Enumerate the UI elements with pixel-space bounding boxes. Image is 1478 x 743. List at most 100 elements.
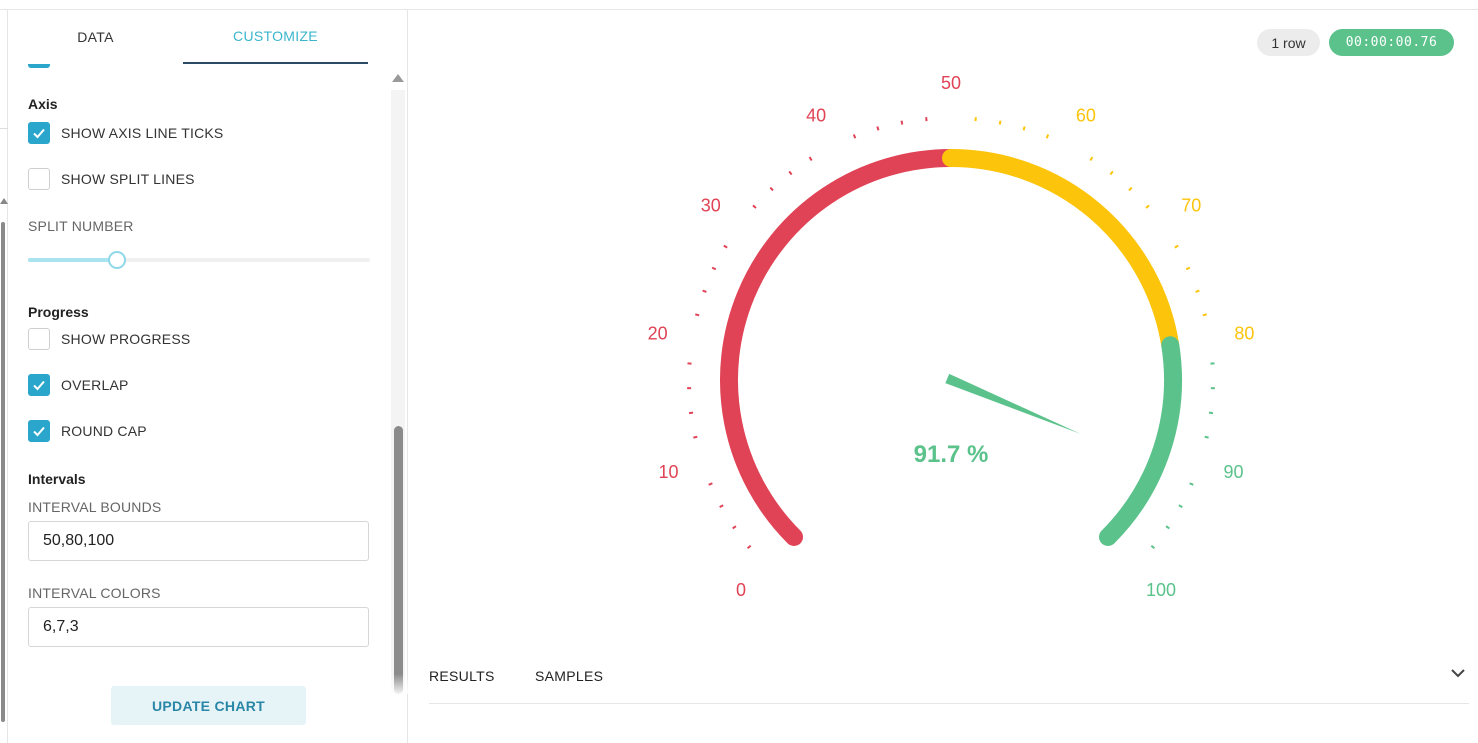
checkmark-icon	[33, 380, 45, 391]
gauge-tick	[723, 244, 728, 249]
show-progress-label: SHOW PROGRESS	[61, 331, 191, 347]
show-axis-line-ticks-label: SHOW AXIS LINE TICKS	[61, 125, 224, 141]
gauge-interval-arc-3	[1098, 336, 1182, 546]
overlap-checkbox[interactable]: OVERLAP	[28, 373, 129, 397]
gauge-tick	[711, 266, 717, 271]
gauge-tick	[693, 435, 698, 439]
gauge-tick	[808, 156, 813, 162]
slider-fill	[28, 258, 117, 262]
gauge-tick-label: 30	[701, 195, 721, 215]
gauge-interval-arc-2	[942, 149, 1180, 355]
gauge-tick	[1145, 204, 1150, 209]
panel-scrollbar-thumb[interactable]	[394, 426, 403, 694]
show-split-lines-checkbox[interactable]: SHOW SPLIT LINES	[28, 167, 195, 191]
gutter-scroll-up-icon[interactable]	[0, 198, 8, 204]
chart-area: 1 row 00:00:00.76 0 10 20 30 40 50 60 70 80 90 100…	[409, 10, 1478, 743]
gauge-tick	[1128, 186, 1133, 192]
gauge-tick-label: 100	[1146, 580, 1176, 600]
gauge-value-label: 91.7 %	[914, 441, 989, 468]
gauge-tick	[746, 544, 752, 550]
interval-bounds-label: INTERVAL BOUNDS	[28, 499, 162, 515]
gauge-tick	[1150, 544, 1156, 550]
gauge-tick	[752, 204, 757, 209]
gauge-tick-label: 20	[648, 324, 668, 344]
checkmark-icon	[33, 128, 45, 139]
gauge-tick	[1165, 525, 1170, 530]
chevron-down-icon[interactable]	[1449, 664, 1467, 682]
gauge-tick	[1208, 411, 1214, 415]
tab-data[interactable]: DATA	[77, 29, 114, 45]
gauge-tick	[1178, 504, 1183, 509]
elapsed-time-badge: 00:00:00.76	[1329, 29, 1454, 56]
gauge-tick	[1189, 482, 1194, 486]
gutter-scrollbar[interactable]	[1, 222, 5, 722]
intervals-heading: Intervals	[28, 471, 86, 487]
gauge-tick	[852, 134, 857, 139]
gauge-tick	[719, 504, 724, 509]
split-number-slider[interactable]	[28, 250, 370, 270]
gauge-tick-label: 60	[1076, 105, 1096, 125]
left-gutter	[0, 10, 8, 743]
gauge-interval-arc-1	[720, 149, 960, 546]
customize-panel: DATA CUSTOMIZE Axis SHOW AXIS LINE TICKS…	[8, 10, 408, 743]
gauge-tick	[1185, 266, 1191, 271]
gauge-tick	[1195, 289, 1200, 293]
gauge-tick	[876, 126, 880, 131]
gauge-tick	[732, 525, 737, 530]
gauge-tick-label: 90	[1223, 462, 1243, 482]
progress-heading: Progress	[28, 304, 89, 320]
gauge-tick	[1045, 134, 1050, 139]
slider-track[interactable]	[28, 258, 370, 262]
slider-handle[interactable]	[107, 251, 126, 269]
gauge-tick	[708, 482, 713, 486]
checkbox-box[interactable]	[28, 168, 50, 190]
gauge-pointer	[945, 373, 1081, 434]
gauge-tick-label: 80	[1234, 324, 1254, 344]
gauge-tick	[1202, 313, 1207, 317]
results-tabs: RESULTS SAMPLES	[429, 658, 1469, 704]
partially-hidden-checkbox[interactable]	[28, 64, 50, 68]
scroll-fade	[8, 674, 408, 694]
gauge-tick-label: 0	[736, 580, 746, 600]
gauge-tick	[769, 186, 774, 192]
gauge-tick-label: 70	[1181, 195, 1201, 215]
interval-colors-input[interactable]	[28, 607, 369, 647]
top-border	[0, 0, 1478, 10]
gauge-tick	[1089, 156, 1094, 162]
round-cap-label: ROUND CAP	[61, 423, 147, 439]
gauge-tick	[702, 289, 707, 293]
gauge-tick	[695, 313, 700, 317]
gutter-divider	[0, 128, 8, 129]
update-chart-button[interactable]: UPDATE CHART	[111, 686, 306, 725]
tab-customize[interactable]: CUSTOMIZE	[183, 10, 368, 64]
round-cap-checkbox[interactable]: ROUND CAP	[28, 419, 147, 443]
checkbox-box[interactable]	[28, 374, 50, 396]
axis-heading: Axis	[28, 96, 58, 112]
checkmark-icon	[33, 426, 45, 437]
show-progress-checkbox[interactable]: SHOW PROGRESS	[28, 327, 190, 351]
checkbox-box[interactable]	[28, 328, 50, 350]
split-number-label: SPLIT NUMBER	[28, 218, 134, 234]
gauge-tick	[1022, 126, 1026, 131]
panel-tabs: DATA CUSTOMIZE	[8, 10, 368, 64]
tab-results[interactable]: RESULTS	[429, 668, 495, 684]
checkbox-box[interactable]	[28, 122, 50, 144]
gauge-tick	[788, 170, 793, 176]
gauge-tick	[1174, 244, 1179, 249]
gauge-tick	[998, 120, 1002, 125]
gauge-tick-label: 40	[806, 105, 826, 125]
gauge-chart: 0 10 20 30 40 50 60 70 80 90 100 91.7 %	[648, 73, 1255, 600]
interval-colors-label: INTERVAL COLORS	[28, 585, 161, 601]
gauge-tick	[688, 411, 694, 415]
tab-samples[interactable]: SAMPLES	[535, 668, 604, 684]
scroll-up-arrow-icon[interactable]	[392, 74, 404, 82]
interval-bounds-input[interactable]	[28, 521, 369, 561]
checkbox-box[interactable]	[28, 420, 50, 442]
gauge-tick-label: 10	[659, 462, 679, 482]
show-split-lines-label: SHOW SPLIT LINES	[61, 171, 195, 187]
show-axis-line-ticks-checkbox[interactable]: SHOW AXIS LINE TICKS	[28, 121, 223, 145]
gauge-tick-label: 50	[941, 73, 961, 93]
gauge-tick	[1204, 435, 1209, 439]
gauge-tick	[900, 120, 904, 125]
row-count-badge: 1 row	[1257, 29, 1320, 56]
